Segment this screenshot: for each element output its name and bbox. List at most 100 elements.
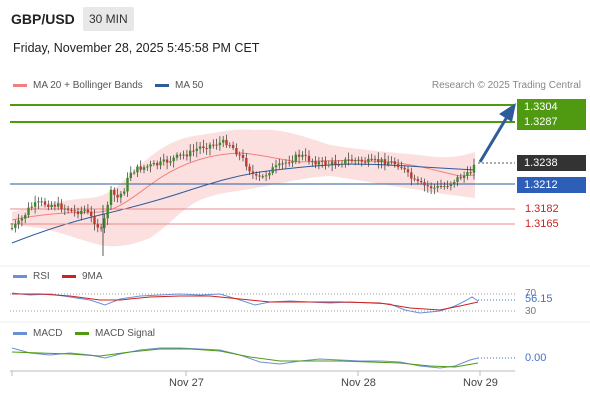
candle-body <box>340 163 344 165</box>
candle-body <box>132 172 136 174</box>
candle-body <box>63 208 66 210</box>
candle-body <box>136 166 139 173</box>
candle-body <box>255 174 258 176</box>
candle-body <box>195 148 198 151</box>
candle-body <box>189 150 192 157</box>
r2-level-tag: 1.3304 <box>517 99 586 115</box>
candle-body <box>83 209 86 211</box>
legend-macd-signal-label: MACD Signal <box>95 328 156 339</box>
candle-body <box>456 177 459 183</box>
candle-body <box>10 227 14 229</box>
candle-body <box>436 185 439 188</box>
candle-body <box>169 161 172 163</box>
legend-ma50-label: MA 50 <box>175 80 204 91</box>
candle-body <box>380 159 383 163</box>
candle-body <box>347 159 350 161</box>
candle-body <box>278 163 281 166</box>
candle-body <box>304 154 307 156</box>
ma50-swatch <box>155 84 169 87</box>
candle-body <box>14 223 17 228</box>
candle-body <box>377 159 380 163</box>
legend-rsi-ma-label: 9MA <box>82 271 103 282</box>
candle-body <box>96 224 99 228</box>
bollinger-swatch <box>13 84 27 87</box>
timeframe-button[interactable]: 30 MIN <box>83 7 134 31</box>
candle-body <box>453 182 456 184</box>
rsi-swatch <box>13 275 27 278</box>
candle-body <box>396 164 400 168</box>
candle-body <box>281 163 284 165</box>
candle-body <box>288 162 291 164</box>
candle-body <box>307 155 311 162</box>
candle-body <box>152 163 156 165</box>
candle-body <box>66 208 70 211</box>
candle-body <box>443 186 446 188</box>
candle-body <box>314 161 317 165</box>
candle-body <box>119 193 123 198</box>
candle-body <box>231 145 235 148</box>
legend-rsi-ma: 9MA <box>62 271 103 282</box>
candle-body <box>212 144 215 146</box>
macd-swatch <box>13 332 27 335</box>
candle-body <box>60 203 63 210</box>
candle-body <box>99 227 103 229</box>
candle-body <box>225 139 228 146</box>
candle-body <box>439 185 443 187</box>
current-price-tag: 1.3238 <box>517 155 586 171</box>
candle-body <box>179 154 182 156</box>
s2-level-label: 1.3165 <box>525 218 559 230</box>
candle-body <box>400 167 403 169</box>
candle-body <box>423 182 426 186</box>
candle-body <box>393 161 396 165</box>
candle-body <box>129 172 132 178</box>
candle-body <box>363 161 367 163</box>
candle-body <box>76 211 80 215</box>
candle-body <box>357 159 360 161</box>
candle-body <box>327 164 330 166</box>
candle-body <box>469 172 472 174</box>
candle-body <box>459 177 462 179</box>
candle-body <box>27 207 30 216</box>
candle-body <box>185 154 189 157</box>
candle-body <box>383 159 387 165</box>
candle-body <box>410 172 413 179</box>
candle-body <box>202 146 205 149</box>
candle-body <box>228 145 231 147</box>
candle-body <box>324 160 327 166</box>
candle-body <box>90 211 93 217</box>
legend-bollinger: MA 20 + Bollinger Bands <box>13 80 143 91</box>
candle-body <box>205 148 208 150</box>
legend-macd-label: MACD <box>33 328 63 339</box>
candle-body <box>373 158 377 160</box>
rsi-ma-line <box>12 293 479 311</box>
candle-body <box>192 150 195 152</box>
forecast-arrow-head <box>499 103 516 122</box>
candle-body <box>284 162 288 164</box>
candle-body <box>93 216 96 225</box>
legend-macd-signal: MACD Signal <box>75 328 155 339</box>
bollinger-band <box>12 129 475 247</box>
candle-body <box>73 210 76 212</box>
candle-body <box>103 218 106 228</box>
chart-datetime: Friday, November 28, 2025 5:45:58 PM CET <box>13 41 260 55</box>
x-label-nov29: Nov 29 <box>463 377 498 389</box>
candle-body <box>17 220 20 224</box>
rsi-tick-30: 30 <box>525 306 537 317</box>
candle-body <box>156 163 159 166</box>
candle-body <box>113 189 116 195</box>
candle-body <box>403 167 406 170</box>
candle-body <box>175 154 179 158</box>
legend-bollinger-label: MA 20 + Bollinger Bands <box>33 80 143 91</box>
currency-pair: GBP/USD <box>11 11 75 27</box>
candle-body <box>337 164 340 166</box>
candle-body <box>86 209 90 212</box>
candle-body <box>261 176 264 178</box>
macd-signal-line <box>11 348 479 368</box>
candle-body <box>198 146 202 149</box>
candle-body <box>146 166 149 168</box>
candle-body <box>354 160 357 162</box>
candle-body <box>241 154 245 158</box>
candle-body <box>208 144 212 149</box>
candle-body <box>106 204 109 219</box>
